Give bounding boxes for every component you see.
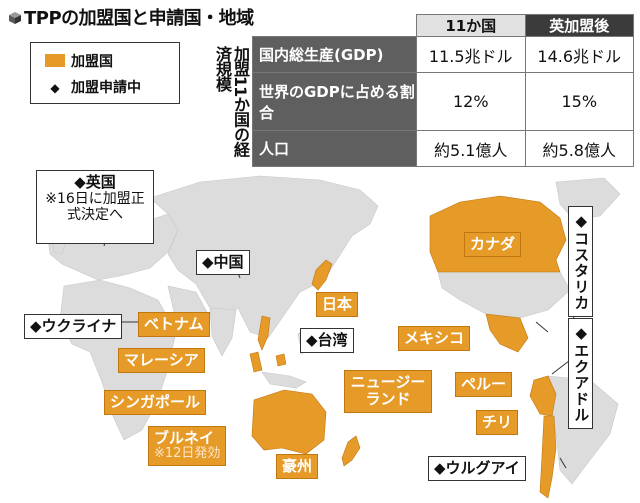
label-china: ◆中国	[196, 250, 250, 276]
member-shape-mexico	[485, 313, 529, 353]
label-malaysia: マレーシア	[118, 348, 205, 374]
label-ecuador: ◆エクアドル	[568, 318, 594, 429]
diamond-icon: ◆	[50, 81, 60, 95]
share-11: 12%	[416, 72, 526, 131]
label-brunei: ブルネイ ※12日発効	[148, 426, 227, 467]
row-label-population: 人口	[252, 130, 417, 167]
member-shape-australia	[251, 389, 327, 455]
member-shape-chile	[539, 415, 557, 499]
map-title: TPPの加盟国と申請国・地域	[8, 4, 254, 30]
leader-line	[535, 321, 549, 333]
label-vietnam: ベトナム	[138, 312, 210, 338]
cube-icon	[9, 12, 21, 24]
label-chile: チリ	[476, 410, 519, 436]
label-brunei-note: ※12日発効	[154, 446, 221, 462]
legend-member: 加盟国	[45, 51, 113, 71]
label-singapore: シンガポール	[104, 390, 207, 416]
gdp-11: 11.5兆ドル	[416, 36, 526, 73]
population-11: 約5.1億人	[416, 130, 526, 167]
legend-member-label: 加盟国	[71, 54, 113, 70]
table-header-row: 11か国 英加盟後	[253, 14, 634, 37]
column-after-uk: 英加盟後	[524, 14, 634, 37]
row-label-share: 世界のGDPに占める割合	[252, 72, 417, 131]
gdp-uk: 14.6兆ドル	[524, 36, 634, 73]
title-text: TPPの加盟国と申請国・地域	[24, 8, 254, 29]
economy-side-label: 加盟11か国の経済規模	[213, 46, 250, 157]
label-uruguay: ◆ウルグアイ	[428, 456, 526, 482]
label-uk-name: ◆英国	[74, 173, 116, 191]
leader-line	[559, 457, 567, 469]
label-taiwan: ◆台湾	[300, 328, 354, 354]
label-uk: ◆英国 ※16日に加盟正式決定へ	[36, 170, 154, 244]
member-swatch	[45, 54, 65, 67]
share-uk: 15%	[524, 72, 634, 131]
label-uk-note: ※16日に加盟正式決定へ	[45, 191, 145, 224]
legend-applicant-label: 加盟申請中	[71, 80, 141, 96]
table-row: 国内総生産(GDP) 11.5兆ドル 14.6兆ドル	[252, 36, 634, 73]
member-shape-vietnam	[257, 315, 271, 351]
label-canada: カナダ	[464, 232, 522, 258]
table-row: 人口 約5.1億人 約5.8億人	[252, 130, 634, 167]
label-brunei-name: ブルネイ	[154, 429, 215, 447]
member-shape-japan	[311, 259, 333, 291]
column-11-countries: 11か国	[416, 14, 526, 37]
member-shape-new-zealand	[341, 435, 361, 467]
table-row: 世界のGDPに占める割合 12% 15%	[252, 72, 634, 131]
population-uk: 約5.8億人	[524, 130, 634, 167]
member-shape-brunei	[275, 353, 287, 367]
landmass-indonesia	[261, 371, 307, 389]
label-mexico: メキシコ	[398, 326, 471, 352]
landmass-asia	[149, 175, 379, 339]
label-costa-rica: ◆コスタリカ	[568, 206, 594, 317]
legend-applicant: ◆ 加盟申請中	[45, 77, 141, 97]
member-shape-malaysia	[249, 351, 263, 373]
label-ukraine: ◆ウクライナ	[24, 314, 123, 340]
economy-table: 11か国 英加盟後 国内総生産(GDP) 11.5兆ドル 14.6兆ドル 世界の…	[252, 14, 634, 167]
legend: 加盟国 ◆ 加盟申請中	[30, 42, 180, 104]
landmass-usa	[437, 271, 571, 319]
row-label-gdp: 国内総生産(GDP)	[252, 36, 417, 73]
landmass-india	[209, 307, 237, 357]
label-new-zealand: ニュージーランド	[344, 370, 432, 413]
label-japan: 日本	[316, 292, 359, 318]
label-peru: ペルー	[455, 372, 513, 398]
label-australia: 豪州	[276, 454, 319, 480]
